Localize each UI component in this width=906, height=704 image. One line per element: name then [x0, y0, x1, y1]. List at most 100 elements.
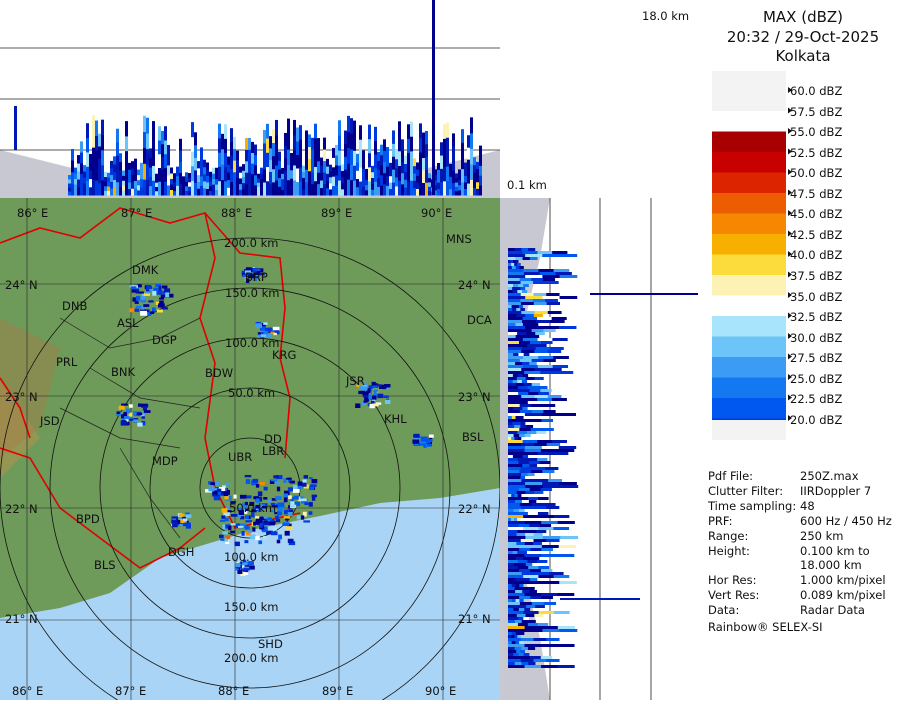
- echo-cell: [153, 287, 159, 292]
- profile-bar: [519, 548, 531, 551]
- profile-bar: [512, 407, 519, 410]
- legend-label: 25.0 dBZ: [790, 372, 843, 386]
- profile-bar: [541, 644, 559, 647]
- profile-bar: [452, 158, 455, 171]
- echo-cell: [242, 502, 248, 507]
- profile-bar: [523, 335, 532, 338]
- profile-bar: [516, 314, 526, 317]
- profile-bar: [508, 344, 519, 347]
- profile-bar: [511, 494, 515, 497]
- profile-bar: [371, 183, 374, 190]
- profile-bar: [452, 145, 455, 159]
- profile-bar: [284, 132, 287, 146]
- echo-cell: [135, 288, 140, 294]
- profile-bar: [521, 473, 529, 476]
- echo-cell: [255, 273, 260, 277]
- profile-bar: [359, 181, 362, 196]
- echo-cell: [233, 494, 237, 499]
- echo-cell: [372, 385, 378, 388]
- echo-cell: [282, 523, 290, 526]
- profile-bar: [197, 161, 200, 169]
- echo-cell: [244, 526, 250, 530]
- profile-bar: [470, 117, 473, 134]
- echo-cell: [129, 418, 134, 421]
- profile-bar: [508, 641, 513, 644]
- profile-bar: [479, 145, 482, 156]
- profile-bar: [552, 251, 568, 254]
- profile-bar: [308, 134, 311, 148]
- profile-bar: [119, 161, 122, 171]
- profile-bar: [80, 141, 83, 153]
- profile-bar: [407, 166, 410, 182]
- profile-bar: [137, 189, 140, 196]
- profile-bar: [308, 146, 311, 160]
- profile-bar: [449, 170, 452, 177]
- echo-cell: [184, 522, 191, 526]
- profile-bar: [524, 665, 542, 668]
- profile-bar: [311, 160, 314, 173]
- profile-bar: [392, 169, 395, 183]
- echo-cell: [247, 515, 251, 520]
- echo-cell: [255, 504, 261, 509]
- echo-cell: [302, 511, 307, 517]
- echo-cell: [160, 294, 167, 298]
- echo-cell: [309, 486, 315, 491]
- echo-cell: [145, 309, 150, 313]
- echo-cell: [265, 327, 272, 331]
- profile-bar: [257, 178, 260, 183]
- profile-bar: [428, 173, 431, 179]
- profile-bar: [107, 186, 110, 192]
- echo-cell: [261, 503, 268, 506]
- profile-bar: [508, 434, 515, 437]
- profile-bar: [293, 164, 296, 181]
- profile-bar: [329, 176, 332, 184]
- profile-bar: [520, 299, 534, 302]
- echo-cell: [290, 501, 295, 506]
- profile-bar: [537, 512, 549, 515]
- echo-cell: [275, 496, 282, 500]
- profile-bar: [508, 446, 526, 449]
- profile-bar: [194, 169, 197, 183]
- echo-cell: [184, 520, 189, 523]
- profile-bar: [508, 464, 516, 467]
- profile-bar: [341, 182, 344, 190]
- lon-label-bottom: 87° E: [115, 684, 147, 698]
- echo-cell: [137, 422, 143, 427]
- profile-bar: [558, 413, 576, 416]
- legend-label: 47.5 dBZ: [790, 187, 843, 201]
- profile-bar: [508, 575, 524, 578]
- profile-bar: [541, 341, 553, 344]
- profile-bar: [239, 177, 242, 185]
- profile-bar: [508, 644, 526, 647]
- profile-bar: [511, 518, 515, 521]
- profile-bar: [461, 181, 464, 196]
- profile-bar: [549, 572, 564, 575]
- profile-bar: [182, 180, 185, 186]
- profile-bar: [517, 551, 523, 554]
- profile-bar: [521, 347, 537, 350]
- legend-swatch: [712, 193, 786, 214]
- profile-bar: [68, 182, 71, 188]
- echo-cell: [141, 416, 145, 419]
- profile-bar: [416, 175, 419, 183]
- profile-bar: [122, 175, 125, 181]
- echo-cell: [238, 510, 244, 515]
- profile-bar: [374, 154, 377, 169]
- profile-bar: [158, 153, 161, 169]
- profile-bar: [508, 437, 512, 440]
- echo-cell: [244, 509, 248, 514]
- profile-bar: [380, 184, 383, 196]
- state-borders: [0, 207, 301, 569]
- profile-bar: [425, 169, 428, 183]
- profile-bar: [377, 177, 380, 187]
- echo-cell: [237, 525, 244, 528]
- echo-cell: [283, 493, 289, 498]
- echo-cell: [297, 496, 303, 502]
- echo-cell: [270, 531, 278, 536]
- echo-cell: [150, 311, 155, 315]
- profile-bar: [230, 128, 233, 143]
- profile-bar: [521, 500, 530, 503]
- profile-bar: [508, 260, 512, 263]
- profile-bar: [508, 254, 526, 257]
- profile-bar: [590, 293, 698, 295]
